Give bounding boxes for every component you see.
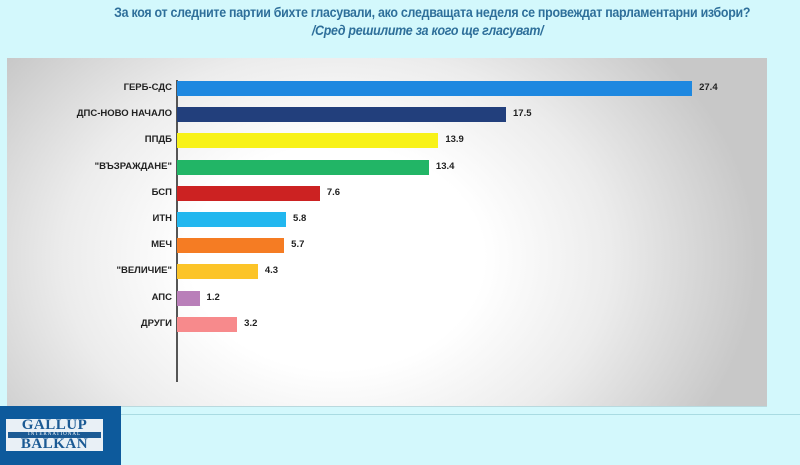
bar [177,316,238,332]
bar-row: ИТН 5.8 [7,209,767,229]
bar [177,81,693,96]
gallup-logo: GALLUP INTERNATIONAL BALKAN [6,417,103,452]
bar-row: "ВЪЗРАЖДАНЕ" 13.4 [7,157,767,177]
category-label: "ВЕЛИЧИЕ" [116,265,172,277]
category-label: ИТН [152,213,173,224]
bar-row: МЕЧ 5.7 [7,235,767,255]
chart-panel: ГЕРБ-СДС 27.4 ДПС-НОВО НАЧАЛО 17.5 ППДБ 13.9 "… [7,58,767,406]
bar [177,238,285,254]
bar [177,133,439,149]
value-label: 5.8 [293,213,307,224]
value-label: 13.4 [435,160,455,172]
bar-row: БСП 7.6 [7,183,767,203]
category-label: ППДБ [144,134,172,146]
footer-divider [121,414,800,415]
bar-row: ППДБ 13.9 [7,130,767,150]
bar-row: АПС 1.2 [7,288,767,308]
value-label: 3.2 [244,317,258,329]
category-label: ДПС-НОВО НАЧАЛО [76,108,172,120]
title-line-2: /Сред решилите за кого ще гласуват/ [311,23,544,38]
category-label: ДРУГИ [140,317,172,329]
bar [177,107,506,123]
chart-title: За коя от следните партии бихте гласувал… [32,3,768,40]
bar-row: "ВЕЛИЧИЕ" 4.3 [7,261,767,281]
category-label: БСП [151,186,172,198]
value-label: 7.6 [326,186,341,198]
value-label: 13.9 [445,134,464,146]
bar-row: ДРУГИ 3.2 [7,314,767,334]
bar [177,290,200,306]
bar [177,212,287,227]
bar [177,159,429,175]
y-axis-line [176,80,178,382]
logo-international-text: INTERNATIONAL [8,432,101,438]
gallup-logo-box: GALLUP INTERNATIONAL BALKAN [0,406,121,465]
category-label: ГЕРБ-СДС [123,82,172,93]
category-label: АПС [151,291,172,303]
logo-balkan-text: BALKAN [20,436,89,452]
logo-gallup-text: GALLUP [21,417,88,433]
value-label: 5.7 [291,239,305,251]
category-label: МЕЧ [151,239,172,251]
title-line-1: За коя от следните партии бихте гласувал… [114,5,751,20]
bar [177,264,258,280]
bar-row: ГЕРБ-СДС 27.4 [7,78,767,98]
bar-row: ДПС-НОВО НАЧАЛО 17.5 [7,104,767,124]
bar [177,185,320,201]
value-label: 4.3 [264,265,279,277]
value-label: 17.5 [513,108,532,120]
category-label: "ВЪЗРАЖДАНЕ" [94,160,172,172]
value-label: 27.4 [699,82,718,93]
value-label: 1.2 [206,291,220,303]
